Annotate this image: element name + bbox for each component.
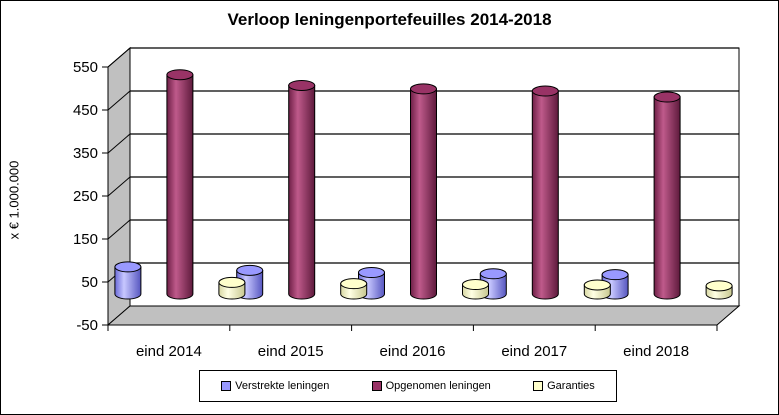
legend-swatch-garanties [533, 381, 544, 391]
legend-swatch-verstrekte [221, 381, 232, 391]
bar-body [653, 96, 681, 300]
bar-top [601, 269, 629, 281]
x-tick-label: eind 2014 [136, 343, 202, 360]
bar [653, 91, 681, 300]
y-tick-label: 150 [73, 231, 98, 248]
bar-top [288, 79, 316, 91]
y-tick-label: 250 [73, 188, 98, 205]
bar-top [358, 267, 385, 278]
bar-body [531, 90, 559, 300]
bar [218, 276, 246, 300]
gridline-side [107, 90, 131, 111]
bar-top [705, 280, 733, 292]
bar-top [653, 91, 681, 103]
y-tick-label: -50 [76, 317, 98, 334]
bar-top [410, 83, 437, 95]
bar-top [531, 85, 559, 97]
gridline-side [107, 176, 131, 197]
floor [106, 305, 741, 326]
legend: Verstrekte leningen Opgenomen leningen G… [199, 370, 617, 402]
y-tick-label: 50 [81, 274, 98, 291]
bar-top [166, 69, 194, 81]
bar [288, 79, 316, 300]
y-tick-label: 550 [73, 59, 98, 76]
bar-top [218, 276, 246, 288]
legend-item-verstrekte: Verstrekte leningen [221, 380, 329, 392]
legend-item-opgenomen: Opgenomen leningen [371, 380, 491, 392]
bar [462, 279, 489, 300]
bar-top [236, 264, 264, 276]
x-tick-label: eind 2017 [501, 343, 567, 360]
bar-body [114, 266, 142, 300]
bar-body [410, 88, 437, 300]
bar [583, 279, 611, 300]
bar-body [288, 84, 316, 300]
gridline-side [107, 219, 131, 240]
bar-top [479, 268, 507, 280]
bar-body [166, 74, 194, 300]
legend-label-verstrekte: Verstrekte leningen [235, 380, 330, 392]
bar [531, 85, 559, 300]
bar [410, 83, 437, 300]
gridline-side [107, 47, 131, 68]
bar [340, 278, 368, 300]
bar [705, 280, 733, 300]
bar [114, 261, 142, 300]
legend-label-garanties: Garanties [547, 380, 595, 392]
bar [166, 69, 194, 300]
y-tick-label: 350 [73, 145, 98, 162]
y-tick-label: 450 [73, 102, 98, 119]
legend-item-garanties: Garanties [533, 380, 595, 392]
bar-top [114, 261, 142, 273]
legend-label-opgenomen: Opgenomen leningen [385, 380, 491, 392]
bar-top [462, 279, 489, 291]
bar-top [583, 279, 611, 291]
legend-swatch-opgenomen [371, 381, 382, 391]
x-tick-label: eind 2018 [623, 343, 689, 360]
x-tick-label: eind 2016 [380, 343, 446, 360]
chart-title: Verloop leningenportefeuilles 2014-2018 [227, 10, 552, 29]
x-tick-label: eind 2015 [258, 343, 324, 360]
gridline-side [107, 133, 131, 154]
bar-top [340, 278, 368, 290]
